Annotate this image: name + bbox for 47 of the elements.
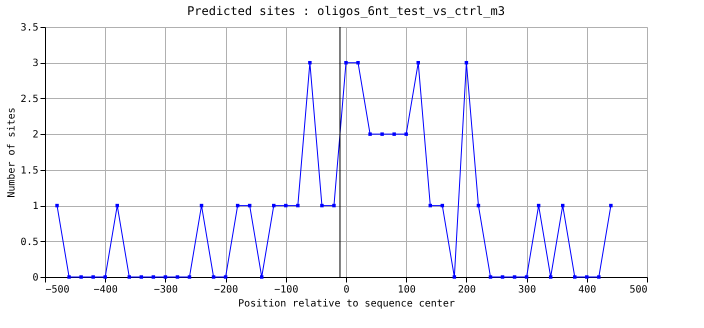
point (440, 204, 444, 208)
y-tick-label: 3.5 (20, 22, 38, 34)
point (428, 204, 432, 208)
point (332, 204, 336, 208)
point (356, 60, 360, 64)
point (200, 204, 204, 208)
x-tick-label: 100 (398, 284, 416, 296)
point (296, 204, 300, 208)
x-tick-label: −300 (154, 284, 178, 296)
x-tick-label: 500 (629, 284, 648, 296)
point (476, 204, 480, 208)
x-tick-label: 0 (343, 284, 350, 296)
x-tick-label: 400 (578, 284, 596, 296)
y-tick-label: 0.5 (20, 236, 38, 248)
y-tick-label: 1 (32, 201, 38, 212)
point (236, 204, 240, 208)
y-axis-title: Number of sites (6, 107, 18, 198)
point (272, 204, 276, 208)
point (416, 60, 420, 64)
y-tick-label: 2 (32, 130, 38, 141)
y-tick-label: 3 (32, 58, 38, 70)
point (392, 132, 396, 136)
point (380, 132, 384, 136)
point (284, 204, 288, 208)
x-tick-label: −500 (46, 284, 70, 296)
point (464, 60, 468, 64)
point (55, 204, 59, 208)
point (248, 204, 252, 208)
x-tick-label: −200 (214, 284, 238, 296)
line-series (55, 60, 613, 279)
point (404, 132, 408, 136)
y-tick-label: 1.5 (20, 165, 38, 176)
point (116, 204, 119, 208)
y-tick-label: 2.5 (20, 94, 38, 105)
point (308, 60, 312, 64)
x-tick-label: −100 (274, 284, 298, 296)
point (320, 204, 324, 208)
x-axis-title: Position relative to sequence center (238, 298, 455, 310)
x-tick-label: 200 (458, 284, 476, 296)
y-tick-label: 0 (32, 272, 38, 284)
point (609, 204, 613, 208)
chart-title: Predicted sites : oligos_6nt_test_vs_ctrl_m3 (187, 4, 505, 18)
x-tick-label: 300 (518, 284, 536, 296)
point (536, 204, 540, 208)
x-tick-label: −400 (94, 284, 118, 296)
point (560, 204, 564, 208)
point (368, 132, 372, 136)
